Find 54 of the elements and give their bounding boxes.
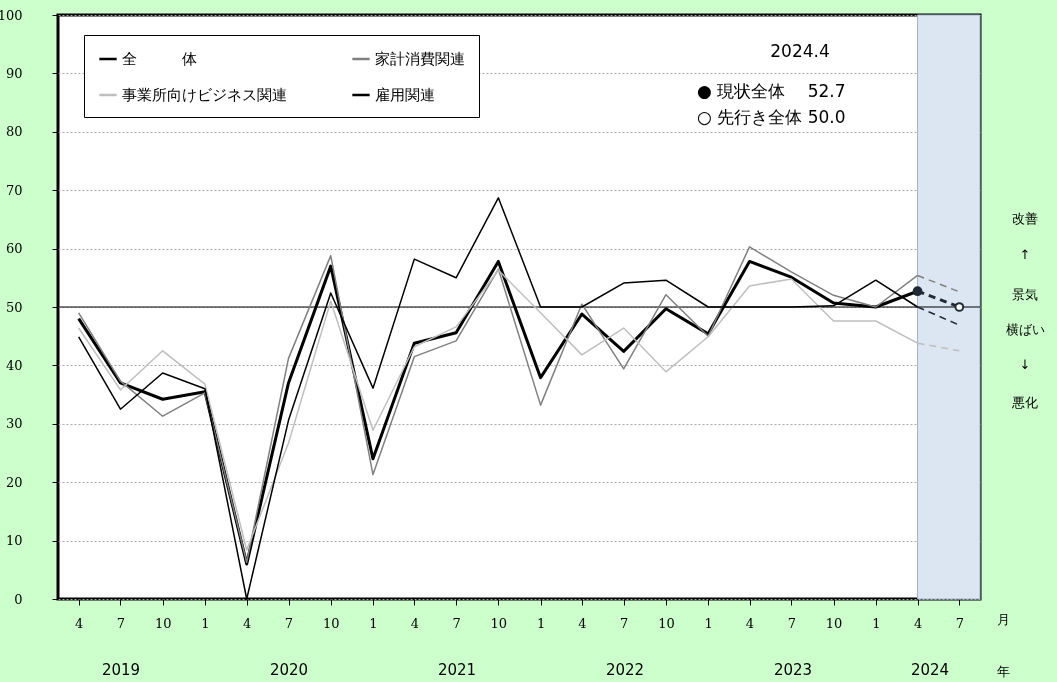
- x-tick-label: 7: [452, 615, 461, 631]
- text: 2019: [101, 661, 141, 679]
- x-tick-label: 4: [578, 615, 587, 631]
- text: 景気: [1012, 287, 1038, 302]
- annotation: 2024.4: [770, 41, 830, 61]
- x-tick-label: 7: [116, 615, 126, 631]
- y-tick-label: 40: [5, 357, 23, 373]
- y-tick-label: 70: [5, 182, 23, 198]
- x-tick-label: 4: [243, 615, 252, 631]
- x-tick-label: 7: [787, 615, 796, 631]
- x-tick-label: 1: [369, 615, 378, 631]
- x-tick-label: 4: [75, 615, 84, 631]
- x-tick-label: 10: [658, 615, 675, 631]
- text: ↓: [1019, 357, 1031, 372]
- y-tick-label: 30: [5, 416, 23, 432]
- y-tick-label: 60: [5, 241, 23, 257]
- y-tick-label: 90: [5, 65, 23, 81]
- x-tick-label: 10: [490, 615, 508, 631]
- text: ↑: [1019, 247, 1031, 262]
- x-tick-label: 1: [201, 615, 210, 631]
- legend-label: 全 体: [122, 50, 197, 68]
- text: 改善: [1012, 211, 1038, 226]
- text: 2022: [605, 661, 645, 679]
- text: 2023: [773, 661, 813, 679]
- y-tick-label: 10: [5, 533, 23, 549]
- y-tick-label: 100: [0, 7, 23, 23]
- x-tick-label: 7: [284, 615, 294, 631]
- x-tick-label: 1: [704, 615, 713, 631]
- text: 年: [996, 664, 1010, 679]
- text: 2021: [437, 661, 477, 679]
- annotation: ○ 先行き全体 50.0: [697, 107, 846, 127]
- x-tick-label: 10: [154, 615, 172, 631]
- legend-label: 事業所向けビジネス関連: [122, 86, 287, 104]
- legend-label: 雇用関連: [375, 86, 435, 104]
- x-tick-label: 7: [955, 615, 964, 631]
- text: 悪化: [1011, 395, 1038, 410]
- text: 横ばい: [1005, 322, 1045, 337]
- y-tick-label: 50: [5, 299, 23, 315]
- x-tick-label: 7: [620, 615, 629, 631]
- text: 2020: [269, 661, 309, 679]
- text: 2024: [910, 661, 950, 679]
- annotation: ● 現状全体 52.7: [697, 81, 846, 101]
- x-tick-label: 1: [536, 615, 546, 631]
- x-tick-label: 4: [410, 615, 419, 631]
- x-tick-label: 1: [872, 615, 881, 631]
- x-tick-label: 4: [913, 615, 923, 631]
- x-tick-label: 10: [825, 615, 843, 631]
- y-tick-label: 80: [5, 124, 23, 140]
- y-tick-label: 20: [5, 474, 23, 490]
- x-tick-label: 4: [745, 615, 755, 631]
- x-tick-label: 10: [322, 615, 340, 631]
- y-tick-label: 0: [14, 591, 23, 607]
- x-axis-title: 月: [996, 612, 1010, 627]
- legend-label: 家計消費関連: [375, 50, 465, 68]
